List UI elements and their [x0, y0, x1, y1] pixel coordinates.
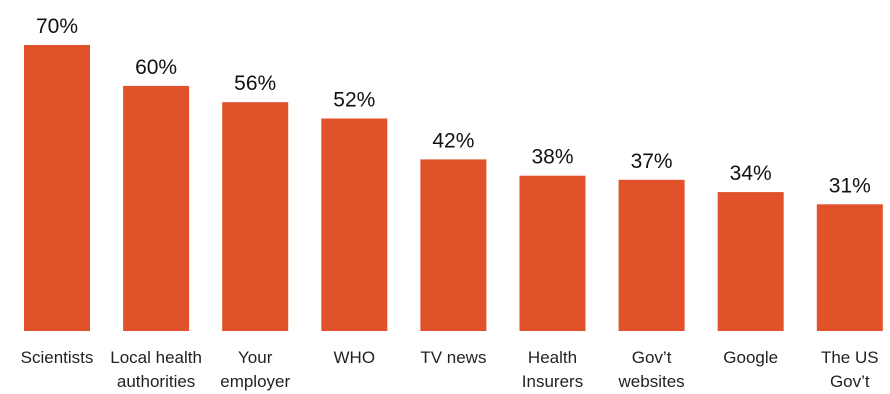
category-label-4: TV news	[420, 348, 486, 367]
bar-8	[816, 204, 883, 331]
bar-5	[519, 175, 586, 331]
category-label-1-line-0: Local health	[110, 348, 202, 367]
category-label-6-line-1: websites	[618, 372, 685, 391]
category-label-2: Your employer	[220, 348, 290, 391]
bar-value-label-2: 56%	[234, 72, 276, 95]
category-label-4-line-0: TV news	[420, 348, 486, 367]
bar-value-label-0: 70%	[36, 15, 78, 38]
bar-value-label-5: 38%	[531, 146, 573, 169]
category-label-5-line-1: Insurers	[522, 372, 583, 391]
bars-layer	[24, 45, 883, 332]
category-label-5-line-0: Health	[528, 348, 577, 367]
bar-value-label-4: 42%	[432, 129, 474, 152]
category-label-0: Scientists	[21, 348, 94, 367]
bar-value-label-7: 34%	[730, 162, 772, 185]
bar-3	[321, 118, 388, 331]
category-label-8-line-0: The US	[821, 348, 879, 367]
bar-value-label-8: 31%	[829, 174, 871, 197]
bar-1	[123, 85, 190, 332]
bar-value-label-1: 60%	[135, 56, 177, 79]
bar-6	[618, 179, 685, 331]
category-label-3: WHO	[334, 348, 376, 367]
category-label-3-line-0: WHO	[334, 348, 376, 367]
category-label-8: The US Gov’t	[821, 348, 879, 391]
category-label-6: Gov’t websites	[618, 348, 685, 391]
bar-0	[24, 45, 90, 331]
category-label-1-line-1: authorities	[117, 372, 195, 391]
category-label-6-line-0: Gov’t	[632, 348, 672, 367]
category-label-2-line-0: Your	[238, 348, 273, 367]
category-label-7-line-0: Google	[723, 348, 778, 367]
category-label-5: Health Insurers	[522, 348, 583, 391]
bar-4	[420, 159, 487, 331]
bar-2	[222, 102, 289, 331]
category-label-1: Local health authorities	[110, 348, 202, 391]
category-label-0-line-0: Scientists	[21, 348, 94, 367]
category-label-8-line-1: Gov’t	[830, 372, 870, 391]
category-label-7: Google	[723, 348, 778, 367]
category-labels-layer: Scientists Local health authorities Your emp…	[21, 348, 879, 391]
bar-7	[717, 192, 784, 331]
value-labels-layer: 70% 60% 56% 52% 42% 38% 37% 34% 31%	[36, 15, 871, 197]
category-label-2-line-1: employer	[220, 372, 290, 391]
bar-value-label-6: 37%	[631, 150, 673, 173]
bar-value-label-3: 52%	[333, 89, 375, 112]
